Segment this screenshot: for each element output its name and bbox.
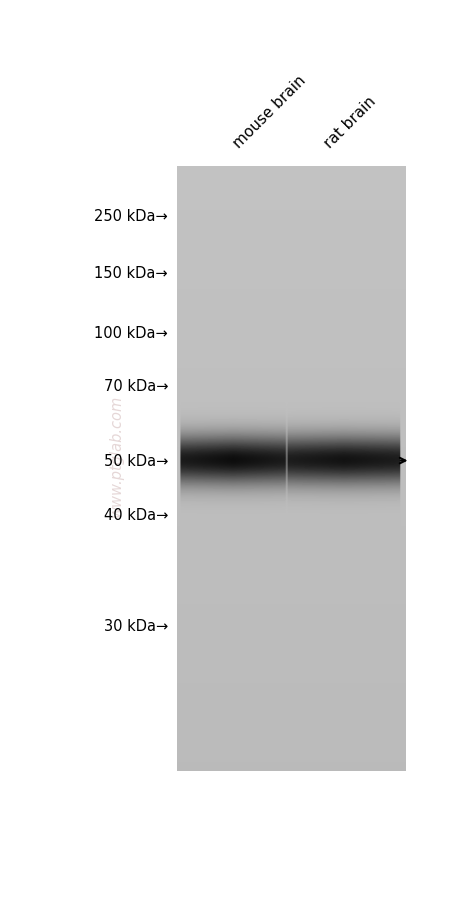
Text: 70 kDa→: 70 kDa→ (103, 379, 168, 393)
Text: 50 kDa→: 50 kDa→ (103, 454, 168, 468)
Text: 100 kDa→: 100 kDa→ (94, 326, 168, 341)
Text: www.ptglab.com: www.ptglab.com (109, 394, 123, 517)
Text: 150 kDa→: 150 kDa→ (94, 265, 168, 281)
Text: 250 kDa→: 250 kDa→ (94, 208, 168, 224)
Text: 30 kDa→: 30 kDa→ (104, 618, 168, 633)
Text: 40 kDa→: 40 kDa→ (103, 507, 168, 522)
Text: mouse brain: mouse brain (230, 73, 308, 152)
Text: rat brain: rat brain (321, 94, 378, 152)
